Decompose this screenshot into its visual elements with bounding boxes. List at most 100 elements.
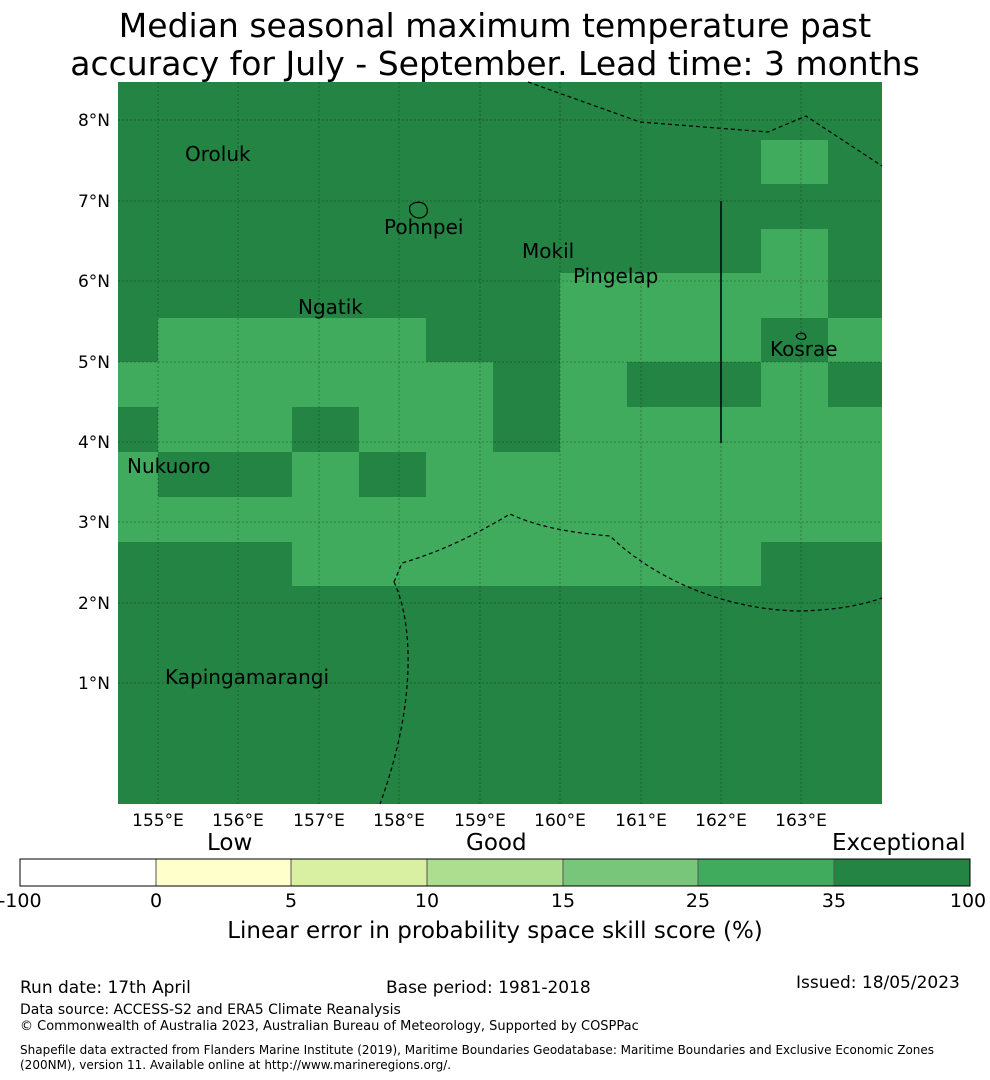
- colorbar: [19, 858, 971, 887]
- grid-cell: [158, 497, 225, 542]
- grid-cell: [694, 497, 761, 542]
- grid-cell: [493, 184, 560, 229]
- grid-cell: [627, 318, 694, 362]
- grid-cell: [761, 407, 828, 452]
- grid-cell: [493, 318, 560, 362]
- grid-cell: [493, 452, 560, 497]
- latitude-tick-label: 5°N: [78, 353, 110, 373]
- grid-cell: [694, 82, 761, 140]
- grid-cell: [292, 631, 359, 804]
- grid-cell: [426, 407, 493, 452]
- grid-cell: [560, 184, 627, 229]
- grid-cell: [426, 452, 493, 497]
- grid-cell: [118, 82, 158, 140]
- grid-cell: [761, 229, 828, 273]
- grid-cell: [694, 542, 761, 586]
- grid-cell: [627, 82, 694, 140]
- place-label: Kosrae: [770, 337, 838, 361]
- grid-cell: [118, 184, 158, 229]
- grid-cell: [560, 229, 627, 273]
- grid-cell: [627, 362, 694, 407]
- longitude-tick-label: 157°E: [293, 811, 345, 831]
- grid-cell: [761, 497, 828, 542]
- grid-cell: [828, 82, 882, 140]
- grid-cell: [118, 631, 158, 804]
- place-label: Mokil: [522, 239, 574, 263]
- grid-cell: [118, 542, 158, 586]
- grid-cell: [225, 542, 292, 586]
- grid-cell: [158, 631, 225, 804]
- grid-cell: [761, 362, 828, 407]
- grid-cell: [627, 229, 694, 273]
- grid-cell: [560, 542, 627, 586]
- grid-cell: [359, 497, 426, 542]
- colorbar-tick: 5: [284, 890, 298, 912]
- grid-cell: [694, 586, 761, 631]
- grid-cell: [627, 407, 694, 452]
- latitude-labels: 8°N 7°N 6°N 5°N 4°N 3°N 2°N 1°N: [78, 111, 110, 694]
- grid-cell: [359, 362, 426, 407]
- grid-cell: [359, 140, 426, 184]
- grid-cell: [225, 586, 292, 631]
- grid-cell: [225, 407, 292, 452]
- grid-cell: [694, 184, 761, 229]
- grid-cell: [694, 452, 761, 497]
- grid-cell: [493, 273, 560, 318]
- grid-cell: [627, 586, 694, 631]
- place-label: Ngatik: [298, 295, 363, 319]
- grid-cell: [560, 140, 627, 184]
- grid-cell: [560, 362, 627, 407]
- grid-cell: [118, 229, 158, 273]
- colorbar-tick: 10: [414, 890, 440, 912]
- grid-cell: [627, 140, 694, 184]
- grid-cell: [627, 542, 694, 586]
- grid-cell: [426, 229, 493, 273]
- grid-cell: [828, 273, 882, 318]
- grid-cell: [158, 362, 225, 407]
- grid-cell: [694, 631, 761, 804]
- grid-cell: [158, 140, 225, 184]
- latitude-tick-label: 3°N: [78, 513, 110, 533]
- latitude-tick-label: 4°N: [78, 433, 110, 453]
- grid-cell: [359, 586, 426, 631]
- grid-cell: [118, 140, 158, 184]
- colorbar-swatch: [155, 858, 292, 887]
- base-period: Base period: 1981-2018: [386, 978, 591, 998]
- grid-cell: [493, 497, 560, 542]
- grid-cell: [426, 318, 493, 362]
- latitude-tick-label: 1°N: [78, 674, 110, 694]
- skill-grid: [118, 82, 882, 804]
- grid-cell: [158, 586, 225, 631]
- grid-cell: [158, 229, 225, 273]
- grid-cell: [359, 184, 426, 229]
- grid-cell: [225, 631, 292, 804]
- grid-cell: [560, 82, 627, 140]
- colorbar-frame: [19, 858, 971, 887]
- grid-cell: [426, 140, 493, 184]
- grid-cell: [560, 586, 627, 631]
- grid-cell: [292, 229, 359, 273]
- grid-cell: [359, 318, 426, 362]
- grid-cell: [694, 140, 761, 184]
- grid-cell: [761, 318, 828, 362]
- grid-cell: [359, 229, 426, 273]
- grid-cell: [493, 140, 560, 184]
- grid-cell: [627, 273, 694, 318]
- grid-cell: [560, 318, 627, 362]
- shapefile-credit-line-2: (200NM), version 11. Available online at…: [20, 1058, 452, 1072]
- island-outlines: [408, 201, 807, 341]
- longitude-labels: 155°E 156°E 157°E 158°E 159°E 160°E 161°E 162°E…: [132, 811, 827, 831]
- longitude-tick-label: 160°E: [534, 811, 586, 831]
- grid-cell: [627, 184, 694, 229]
- grid-cell: [359, 82, 426, 140]
- grid-cell: [493, 407, 560, 452]
- grid-cell: [225, 140, 292, 184]
- eez-boundaries: [379, 81, 883, 805]
- grid-cell: [225, 229, 292, 273]
- grid-cell: [292, 273, 359, 318]
- latitude-tick-label: 8°N: [78, 111, 110, 131]
- grid-cell: [493, 82, 560, 140]
- grid-cell: [225, 362, 292, 407]
- grid-cell: [828, 542, 882, 586]
